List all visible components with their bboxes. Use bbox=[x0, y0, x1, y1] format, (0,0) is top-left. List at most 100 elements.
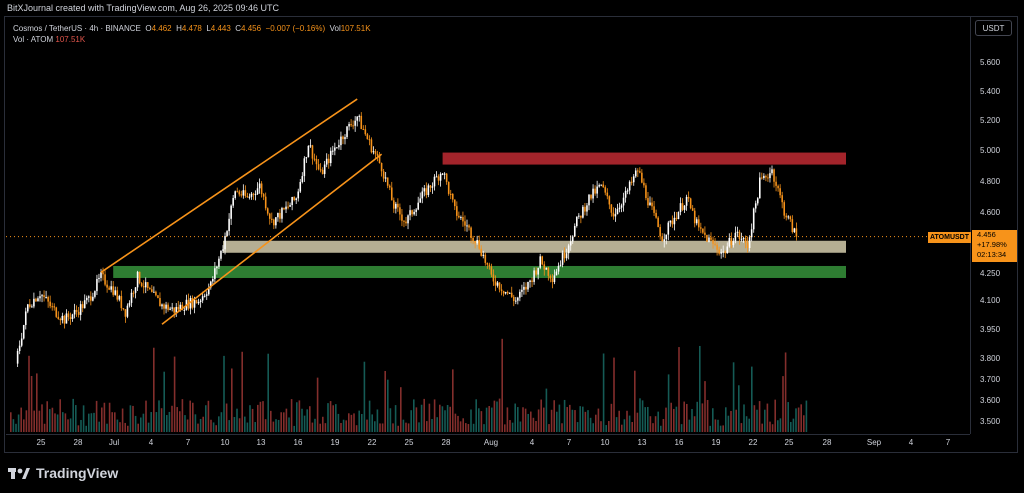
candle-body bbox=[20, 338, 23, 346]
volume-bar bbox=[43, 423, 46, 432]
candle-body bbox=[470, 227, 472, 238]
volume-bar bbox=[537, 409, 540, 432]
volume-bar bbox=[714, 419, 717, 432]
candle-body bbox=[539, 256, 541, 268]
candle-body bbox=[443, 173, 446, 175]
high-value: 4.478 bbox=[181, 24, 202, 33]
volume-bar bbox=[436, 417, 438, 432]
candle-body bbox=[327, 158, 330, 164]
volume-bar bbox=[355, 425, 358, 432]
volume-bar bbox=[114, 412, 116, 432]
candle-body bbox=[189, 297, 192, 309]
candle-body bbox=[736, 231, 739, 233]
time-tick-label: 28 bbox=[822, 438, 832, 447]
candle-body bbox=[630, 181, 633, 183]
volume-bar bbox=[563, 399, 566, 432]
candle-body bbox=[104, 274, 106, 285]
candle-body bbox=[580, 215, 582, 218]
volume-bar bbox=[420, 404, 423, 432]
candle-body bbox=[588, 194, 590, 206]
candle-body bbox=[177, 306, 180, 310]
currency-button[interactable]: USDT bbox=[975, 20, 1012, 36]
volume-bar bbox=[309, 406, 311, 432]
candle-body bbox=[468, 225, 470, 228]
volume-bar bbox=[288, 417, 290, 432]
candle-body bbox=[57, 316, 60, 319]
time-tick-label: 25 bbox=[36, 438, 46, 447]
candle-body bbox=[224, 236, 226, 250]
volume-bar bbox=[197, 423, 199, 432]
volume-bar bbox=[712, 408, 714, 432]
candle-body bbox=[37, 298, 39, 302]
volume-bar bbox=[530, 411, 532, 432]
candle-body bbox=[738, 231, 741, 239]
candle-body bbox=[102, 272, 104, 275]
volume-bar bbox=[449, 406, 451, 432]
candle-body bbox=[248, 196, 251, 198]
time-axis[interactable] bbox=[6, 434, 970, 453]
volume-bar bbox=[589, 417, 592, 432]
candle-body bbox=[744, 237, 747, 243]
candle-body bbox=[604, 187, 607, 193]
candle-body bbox=[478, 240, 480, 249]
candle-body bbox=[240, 194, 243, 196]
candle-body bbox=[384, 177, 387, 179]
volume-bar bbox=[163, 371, 165, 432]
volume-bar bbox=[368, 400, 371, 432]
candle-body bbox=[146, 282, 149, 288]
volume-bar bbox=[290, 399, 293, 432]
volume-bar bbox=[787, 402, 789, 432]
volume-bar bbox=[766, 403, 769, 432]
price-axis[interactable] bbox=[970, 17, 1018, 434]
volume-bar bbox=[158, 400, 160, 432]
volume-bar bbox=[673, 408, 675, 432]
volume-bar bbox=[381, 423, 384, 432]
candle-body bbox=[496, 282, 499, 286]
volume-bar bbox=[210, 419, 212, 432]
candle-body bbox=[291, 197, 293, 206]
candle-body bbox=[112, 286, 114, 295]
volume-bar bbox=[322, 416, 324, 432]
volume-bar bbox=[62, 412, 64, 432]
candle-body bbox=[214, 268, 216, 279]
volume-bar bbox=[301, 408, 303, 432]
time-tick-label: 25 bbox=[404, 438, 414, 447]
volume-bar bbox=[46, 401, 48, 432]
volume-bar bbox=[77, 425, 80, 432]
candle-body bbox=[157, 295, 159, 299]
volume-bar bbox=[504, 424, 506, 432]
candle-body bbox=[675, 217, 678, 220]
channel-upper-line bbox=[100, 98, 358, 273]
candle-body bbox=[254, 194, 257, 196]
volume-bar bbox=[498, 398, 501, 432]
candle-body bbox=[232, 197, 234, 206]
open-value: 4.462 bbox=[151, 24, 172, 33]
volume-bar bbox=[722, 425, 724, 432]
volume-bar bbox=[121, 408, 124, 432]
candle-body bbox=[476, 240, 478, 244]
candle-body bbox=[256, 188, 259, 195]
time-tick-label: 28 bbox=[441, 438, 451, 447]
volume-bar bbox=[574, 410, 576, 432]
volume-bar bbox=[457, 415, 459, 432]
volume-bar bbox=[745, 416, 748, 432]
candle-body bbox=[567, 245, 570, 254]
volume-bar bbox=[543, 407, 545, 432]
volume-bar bbox=[93, 412, 95, 432]
candle-body bbox=[360, 115, 363, 130]
volume-bar bbox=[688, 419, 691, 432]
candle-body bbox=[350, 124, 352, 126]
volume-bar bbox=[160, 408, 163, 432]
candle-body bbox=[565, 253, 568, 259]
volume-bar bbox=[579, 406, 581, 432]
volume-bar bbox=[95, 400, 98, 432]
last-price: 4.456 bbox=[977, 230, 996, 239]
volume-bar bbox=[353, 413, 355, 432]
volume-bar bbox=[186, 419, 189, 432]
channel-lower-line bbox=[161, 153, 383, 325]
volume-bar bbox=[225, 403, 228, 432]
volume-bar bbox=[283, 412, 285, 432]
candle-body bbox=[59, 318, 62, 321]
candle-body bbox=[63, 315, 66, 324]
